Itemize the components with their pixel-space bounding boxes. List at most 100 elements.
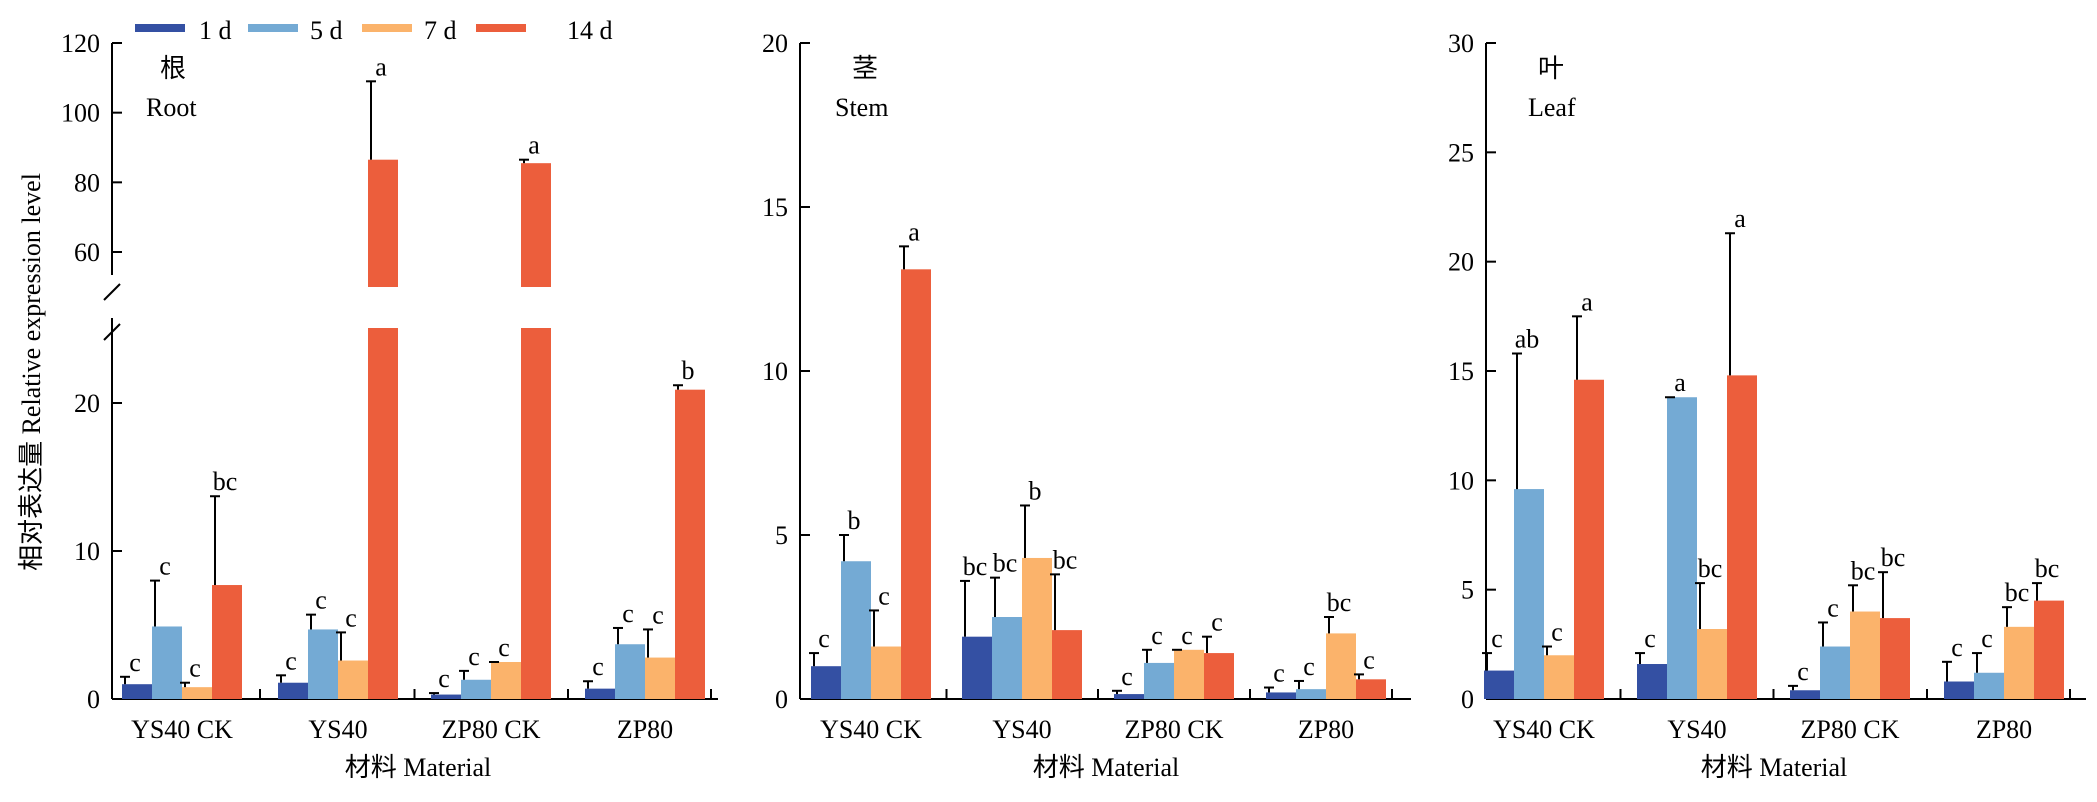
significance-label: bc xyxy=(1881,543,1906,572)
legend-item-14d: 14 d xyxy=(476,16,613,45)
significance-label: a xyxy=(908,217,920,246)
significance-label: c xyxy=(189,654,201,683)
significance-label: c xyxy=(1211,608,1223,637)
y-tick-label: 20 xyxy=(1448,248,1474,277)
category-label: YS40 xyxy=(1667,715,1726,744)
significance-label: c xyxy=(1981,624,1993,653)
significance-label: c xyxy=(438,664,450,693)
bar xyxy=(122,684,152,699)
y-tick-label: 20 xyxy=(762,29,788,58)
significance-label: bc xyxy=(2005,578,2030,607)
category-label: ZP80 xyxy=(1976,715,2032,744)
category-label: YS40 xyxy=(308,715,367,744)
x-axis-label: 材料 Material xyxy=(1033,753,1180,782)
significance-label: c xyxy=(1151,621,1163,650)
significance-label: bc xyxy=(1053,545,1078,574)
significance-label: c xyxy=(498,633,510,662)
bar xyxy=(1326,633,1356,699)
y-tick-label: 25 xyxy=(1448,138,1474,167)
significance-label: c xyxy=(1491,624,1503,653)
significance-label: c xyxy=(878,581,890,610)
bar xyxy=(1114,694,1144,699)
significance-label: c xyxy=(129,648,141,677)
bar xyxy=(1880,618,1910,699)
significance-label: c xyxy=(1827,593,1839,622)
legend-swatch-1d xyxy=(135,24,185,32)
bar xyxy=(1850,611,1880,699)
bar xyxy=(2004,626,2034,699)
y-tick-label: 0 xyxy=(87,685,100,714)
bar xyxy=(152,626,182,699)
bar xyxy=(871,646,901,699)
legend-label-5d: 5 d xyxy=(310,16,343,45)
significance-label: c xyxy=(818,624,830,653)
category-label: ZP80 xyxy=(1298,715,1354,744)
panel-title-en: Leaf xyxy=(1528,93,1576,122)
significance-label: c xyxy=(468,642,480,671)
bar xyxy=(278,682,308,699)
category-label: ZP80 CK xyxy=(442,715,541,744)
y-tick-label: 100 xyxy=(61,99,100,128)
y-tick-label: 10 xyxy=(762,357,788,386)
significance-label: c xyxy=(1951,633,1963,662)
y-axis-label: 相对表达量 Relative expression level xyxy=(17,173,46,571)
legend-label-14d: 14 d xyxy=(567,16,613,45)
panel-title-cn: 茎 xyxy=(852,54,878,83)
bar xyxy=(901,269,931,699)
bar xyxy=(1514,489,1544,699)
bar xyxy=(2034,600,2064,699)
legend-label-1d: 1 d xyxy=(199,16,232,45)
significance-label: ab xyxy=(1515,325,1540,354)
bar xyxy=(1727,375,1757,699)
y-tick-label: 120 xyxy=(61,29,100,58)
bar xyxy=(675,389,705,699)
x-axis-label: 材料 Material xyxy=(1701,753,1848,782)
bar xyxy=(1974,672,2004,699)
bar xyxy=(1266,692,1296,699)
bar xyxy=(615,644,645,699)
x-axis-label: 材料 Material xyxy=(345,753,492,782)
panel-title-en: Stem xyxy=(835,93,888,122)
bar xyxy=(1790,690,1820,699)
bar xyxy=(1637,664,1667,699)
bar xyxy=(182,687,212,699)
legend-item-7d: 7 d xyxy=(362,16,457,45)
category-label: YS40 CK xyxy=(131,715,233,744)
significance-label: bc xyxy=(963,552,988,581)
significance-label: c xyxy=(1303,652,1315,681)
significance-label: c xyxy=(622,599,634,628)
significance-label: a xyxy=(1581,287,1593,316)
significance-label: c xyxy=(1121,662,1133,691)
bar xyxy=(841,561,871,699)
bar xyxy=(1544,655,1574,699)
y-tick-label: 20 xyxy=(74,389,100,418)
axis-break-mark xyxy=(103,283,121,301)
significance-label: bc xyxy=(213,467,238,496)
bar xyxy=(1697,629,1727,699)
legend-swatch-5d xyxy=(248,24,298,32)
y-tick-label: 15 xyxy=(762,193,788,222)
category-label: ZP80 xyxy=(617,715,673,744)
bar-upper xyxy=(368,159,398,287)
bar xyxy=(1144,662,1174,699)
bar xyxy=(645,657,675,699)
bar xyxy=(461,679,491,699)
bar xyxy=(1296,689,1326,699)
panel-title-cn: 根 xyxy=(160,54,186,83)
significance-label: c xyxy=(159,552,171,581)
category-label: YS40 CK xyxy=(820,715,922,744)
category-label: YS40 xyxy=(992,715,1051,744)
significance-label: c xyxy=(592,652,604,681)
bar xyxy=(1484,670,1514,699)
significance-label: bc xyxy=(2035,554,2060,583)
bar xyxy=(1574,379,1604,699)
panel-title-cn: 叶 xyxy=(1538,54,1564,83)
significance-label: a xyxy=(528,131,540,160)
bar-upper xyxy=(521,163,551,287)
y-tick-label: 80 xyxy=(74,168,100,197)
bar xyxy=(811,666,841,699)
significance-label: a xyxy=(375,52,387,81)
significance-label: c xyxy=(285,646,297,675)
